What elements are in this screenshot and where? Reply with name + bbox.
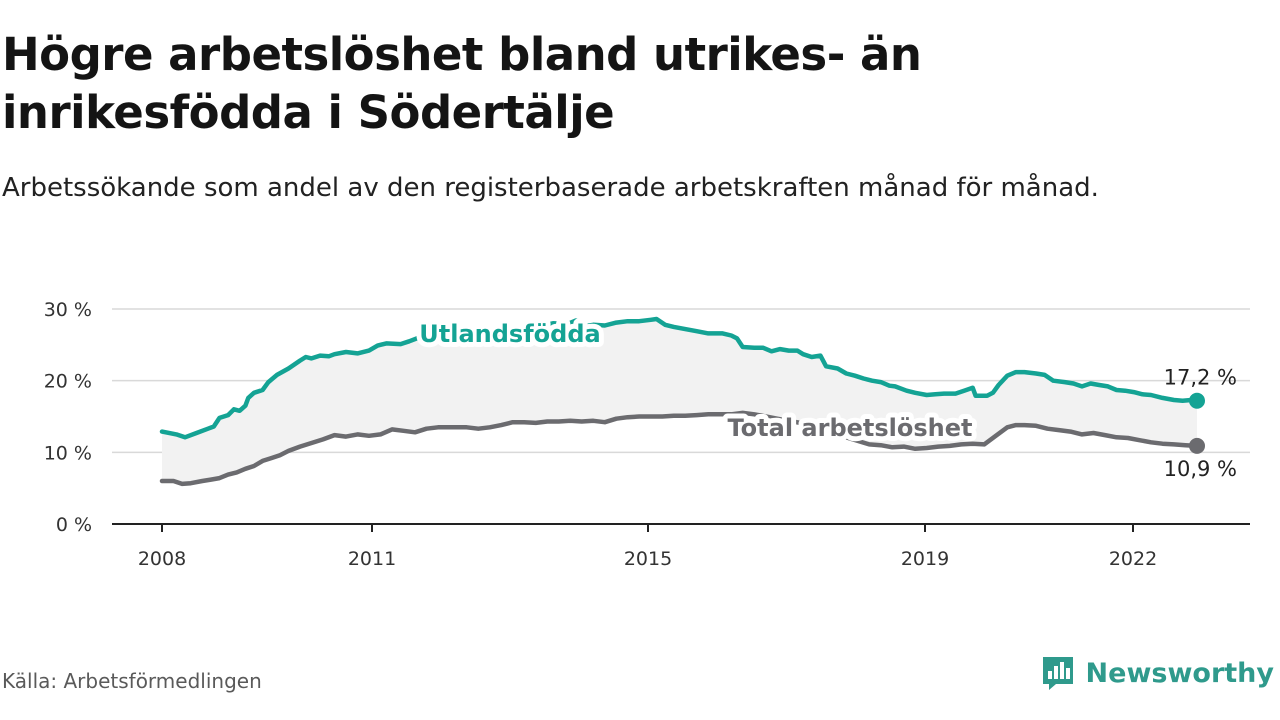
band-layer [162, 319, 1197, 484]
x-tick-label: 2022 [1109, 548, 1157, 570]
y-tick-label: 10 % [44, 442, 92, 464]
brand[interactable]: Newsworthy [1040, 654, 1274, 692]
x-tick-label: 2015 [624, 548, 672, 570]
end-value-utlandsfodda: 17,2 % [1164, 366, 1237, 390]
end-value-total: 10,9 % [1164, 457, 1237, 481]
end-point-total [1189, 437, 1205, 454]
chart-subtitle: Arbetssökande som andel av den registerb… [2, 173, 1099, 203]
brand-name: Newsworthy [1085, 657, 1274, 689]
axis-layer: 0 % 10 % 20 % 30 % 2008 2011 2015 2019 2022 [44, 299, 1250, 570]
x-tick-label: 2019 [901, 548, 949, 570]
source-note: Källa: Arbetsförmedlingen [2, 669, 262, 693]
series-line-utlandsfodda [159, 316, 1200, 440]
series-label-utlandsfodda: Utlandsfödda [419, 320, 600, 348]
gap-band [162, 319, 1197, 484]
y-tick-label: 30 % [44, 299, 92, 321]
y-tick-label: 0 % [56, 514, 92, 536]
end-point-utlandsfodda [1189, 392, 1205, 409]
newsworthy-logo-icon [1042, 657, 1073, 690]
x-tick-label: 2011 [348, 548, 396, 570]
x-tick-label: 2008 [138, 548, 186, 570]
label-layer: 17,2 %10,9 %UtlandsföddaUtlandsföddaTota… [414, 315, 1237, 481]
series-label-utlandsfodda-halo: Utlandsfödda [419, 320, 600, 348]
chart-title: Högre arbetslöshet bland utrikes- än inr… [2, 28, 922, 139]
line-layer [159, 316, 1205, 487]
line-chart: 0 % 10 % 20 % 30 % 2008 2011 2015 2019 2022 17,2… [44, 299, 1250, 570]
series-label-total-halo: Total arbetslöshet [727, 414, 972, 442]
series-label-total: Total arbetslöshet [727, 414, 972, 442]
series-line-total [159, 410, 1200, 487]
y-tick-label: 20 % [44, 371, 92, 393]
